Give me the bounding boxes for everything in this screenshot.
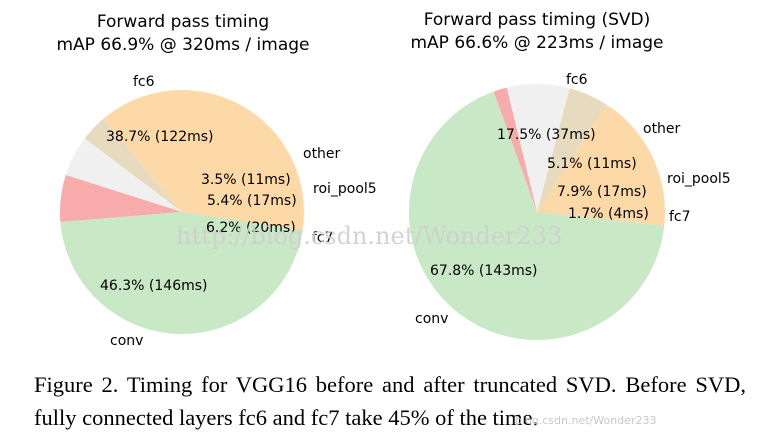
watermark-text: http://blog.csdn.net/Wonder233 (176, 222, 562, 250)
pie-right: fc6 17.5% (37ms) other 5.1% (11ms) roi_pool5… (409, 72, 731, 340)
pie-slice-other (537, 88, 607, 212)
pie-slice-fc7 (493, 87, 537, 212)
slice-percent-label: 67.8% (143ms) (430, 263, 538, 279)
slice-name-label: conv (415, 311, 448, 327)
slice-percent-label: 5.4% (17ms) (207, 193, 297, 209)
pie-slice-conv (60, 212, 303, 335)
pie-slice-fc7 (60, 175, 182, 222)
slice-name-label: fc6 (566, 72, 588, 88)
slice-percent-label: 38.7% (122ms) (106, 129, 214, 145)
slice-percent-label: 46.3% (146ms) (100, 278, 208, 294)
chart-right: Forward pass timing (SVD) mAP 66.6% @ 22… (409, 10, 731, 340)
slice-percent-label: 6.2% (20ms) (206, 220, 296, 236)
pie-slice-fc6 (103, 89, 305, 232)
pie-slice-other (84, 118, 182, 212)
slice-name-label: fc6 (133, 74, 155, 90)
slice-name-label: roi_pool5 (667, 171, 731, 187)
figure-caption: Figure 2. Timing for VGG16 before and af… (34, 372, 746, 430)
chart-right-subtitle: mAP 66.6% @ 223ms / image (410, 33, 663, 53)
slice-name-label: roi_pool5 (313, 181, 377, 197)
chart-right-title: Forward pass timing (SVD) (424, 10, 651, 30)
slice-name-label: fc7 (669, 209, 691, 225)
slice-name-label: conv (110, 333, 143, 349)
chart-left-title: Forward pass timing (97, 12, 269, 32)
pie-slice-conv (409, 91, 665, 340)
slice-percent-label: 5.1% (11ms) (547, 156, 637, 172)
slice-percent-label: 7.9% (17ms) (557, 184, 647, 200)
slice-percent-label: 17.5% (37ms) (497, 127, 596, 143)
slice-name-label: other (303, 146, 341, 162)
chart-left-subtitle: mAP 66.9% @ 320ms / image (56, 35, 309, 55)
slice-name-label: fc7 (312, 230, 334, 246)
chart-left: Forward pass timing mAP 66.9% @ 320ms / … (56, 12, 376, 349)
pie-slice-roi-pool5 (65, 138, 182, 212)
slice-percent-label: 3.5% (11ms) (201, 172, 291, 188)
pie-slice-roi-pool5 (506, 83, 570, 213)
caption-watermark: blog.csdn.net/Wonder233 (515, 414, 657, 427)
pie-left: fc6 38.7% (122ms) other 3.5% (11ms) roi_pool… (60, 74, 377, 349)
slice-name-label: other (643, 121, 681, 137)
pie-slice-fc6 (537, 104, 666, 226)
slice-percent-label: 1.7% (4ms) (568, 206, 649, 222)
figure-charts: Forward pass timing mAP 66.9% @ 320ms / … (56, 10, 731, 349)
